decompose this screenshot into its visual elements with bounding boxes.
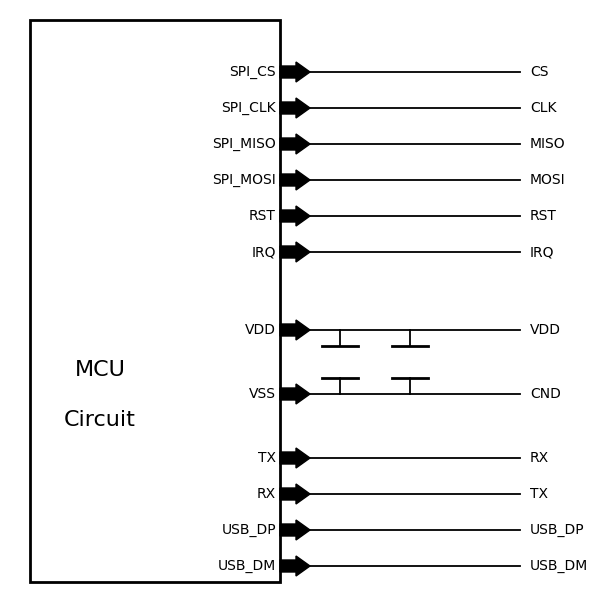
Polygon shape [280, 520, 310, 540]
Text: RX: RX [530, 451, 549, 465]
Text: MOSI: MOSI [530, 173, 566, 187]
Polygon shape [280, 242, 310, 262]
Text: MCU: MCU [74, 360, 125, 380]
Polygon shape [280, 170, 310, 190]
Text: SPI_CLK: SPI_CLK [222, 101, 276, 115]
Text: IRQ: IRQ [530, 245, 554, 259]
Text: CLK: CLK [530, 101, 557, 115]
Polygon shape [280, 556, 310, 576]
Polygon shape [280, 448, 310, 468]
Text: IRQ: IRQ [252, 245, 276, 259]
Polygon shape [280, 98, 310, 118]
Text: VDD: VDD [245, 323, 276, 337]
Text: TX: TX [530, 487, 548, 501]
Text: RST: RST [530, 209, 557, 223]
Polygon shape [280, 384, 310, 404]
Text: SPI_CS: SPI_CS [229, 65, 276, 79]
Text: USB_DM: USB_DM [530, 559, 588, 573]
Polygon shape [280, 484, 310, 504]
Text: VDD: VDD [530, 323, 561, 337]
Text: SPI_MISO: SPI_MISO [212, 137, 276, 151]
Polygon shape [280, 206, 310, 226]
Text: USB_DP: USB_DP [222, 523, 276, 537]
Text: USB_DP: USB_DP [530, 523, 584, 537]
Text: TX: TX [258, 451, 276, 465]
Text: MISO: MISO [530, 137, 566, 151]
Text: CS: CS [530, 65, 548, 79]
Text: VSS: VSS [249, 387, 276, 401]
Text: RX: RX [257, 487, 276, 501]
Text: Circuit: Circuit [64, 410, 136, 430]
Bar [30, 20, 280, 582]
Text: CND: CND [530, 387, 561, 401]
Text: SPI_MOSI: SPI_MOSI [212, 173, 276, 187]
Polygon shape [280, 62, 310, 82]
Polygon shape [280, 320, 310, 340]
Text: RST: RST [249, 209, 276, 223]
Polygon shape [280, 134, 310, 154]
Text: USB_DM: USB_DM [217, 559, 276, 573]
